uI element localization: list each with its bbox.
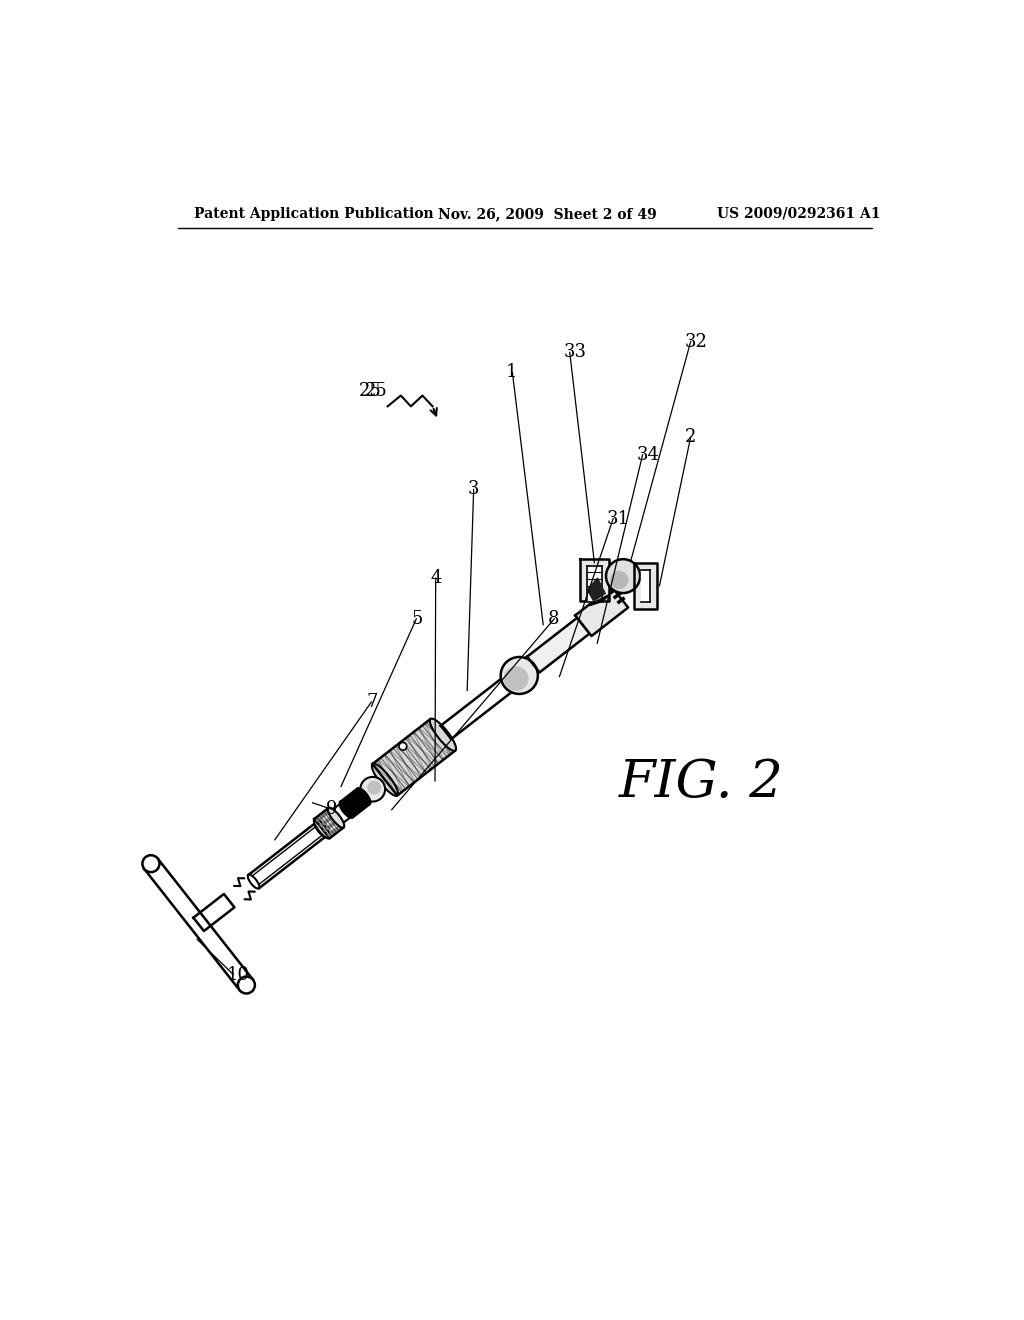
Text: 8: 8	[548, 610, 559, 628]
Ellipse shape	[399, 742, 407, 750]
Polygon shape	[587, 566, 602, 599]
Ellipse shape	[501, 657, 538, 694]
Ellipse shape	[325, 820, 328, 824]
Polygon shape	[575, 587, 628, 636]
Ellipse shape	[323, 813, 326, 817]
Text: 4: 4	[430, 569, 442, 587]
Ellipse shape	[335, 820, 338, 822]
Text: 32: 32	[684, 333, 708, 351]
Ellipse shape	[330, 832, 333, 834]
Text: Patent Application Publication: Patent Application Publication	[194, 207, 433, 220]
Ellipse shape	[356, 788, 371, 805]
Polygon shape	[588, 578, 605, 601]
Polygon shape	[314, 808, 344, 838]
Text: 31: 31	[607, 510, 630, 528]
Text: 3: 3	[467, 480, 479, 499]
Ellipse shape	[326, 826, 329, 830]
Polygon shape	[373, 719, 456, 796]
Ellipse shape	[333, 821, 336, 825]
Ellipse shape	[319, 824, 323, 826]
Ellipse shape	[321, 816, 324, 818]
Ellipse shape	[340, 801, 353, 818]
Polygon shape	[641, 570, 650, 602]
Ellipse shape	[339, 824, 342, 828]
Polygon shape	[331, 804, 350, 825]
Polygon shape	[527, 618, 590, 672]
Ellipse shape	[313, 818, 330, 838]
Ellipse shape	[326, 812, 329, 814]
Polygon shape	[249, 822, 326, 888]
Text: 1: 1	[506, 363, 518, 381]
Text: FIG. 2: FIG. 2	[620, 756, 784, 808]
Ellipse shape	[329, 825, 332, 828]
Ellipse shape	[504, 667, 528, 690]
Ellipse shape	[315, 822, 327, 837]
Polygon shape	[194, 894, 234, 931]
Text: 10: 10	[227, 966, 250, 983]
Ellipse shape	[329, 817, 332, 820]
Text: 5: 5	[411, 610, 423, 628]
Ellipse shape	[315, 818, 319, 822]
Ellipse shape	[328, 809, 331, 813]
Text: 25: 25	[359, 381, 382, 400]
Polygon shape	[590, 595, 609, 605]
Text: US 2009/0292361 A1: US 2009/0292361 A1	[717, 207, 881, 220]
Ellipse shape	[328, 808, 344, 828]
Ellipse shape	[430, 718, 456, 751]
Polygon shape	[634, 562, 657, 609]
Ellipse shape	[610, 570, 629, 589]
Ellipse shape	[324, 829, 327, 832]
Polygon shape	[340, 788, 370, 817]
Ellipse shape	[328, 833, 331, 837]
Text: 34: 34	[636, 446, 659, 463]
Ellipse shape	[248, 875, 259, 888]
Ellipse shape	[368, 780, 381, 795]
Text: 7: 7	[367, 693, 378, 711]
Ellipse shape	[327, 818, 330, 821]
Polygon shape	[440, 676, 515, 739]
Polygon shape	[580, 558, 609, 601]
Ellipse shape	[318, 817, 322, 820]
Text: 33: 33	[563, 343, 587, 362]
Text: 9: 9	[326, 800, 337, 818]
Polygon shape	[144, 858, 253, 990]
Text: 25: 25	[365, 381, 387, 400]
Ellipse shape	[360, 777, 385, 801]
Ellipse shape	[238, 977, 255, 994]
Text: Nov. 26, 2009  Sheet 2 of 49: Nov. 26, 2009 Sheet 2 of 49	[438, 207, 656, 220]
Ellipse shape	[331, 824, 334, 826]
Ellipse shape	[337, 826, 340, 829]
Ellipse shape	[372, 764, 398, 796]
Ellipse shape	[323, 822, 326, 825]
Ellipse shape	[332, 814, 335, 817]
Ellipse shape	[332, 830, 335, 833]
Ellipse shape	[606, 560, 640, 593]
Ellipse shape	[142, 855, 160, 873]
Ellipse shape	[335, 828, 338, 832]
Text: 2: 2	[684, 428, 696, 446]
